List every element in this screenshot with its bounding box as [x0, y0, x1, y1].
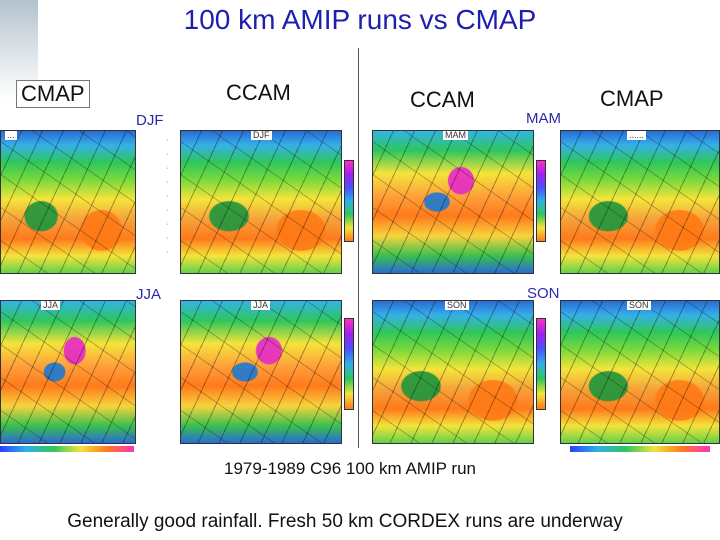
- plot-tag: MAM: [443, 130, 468, 140]
- coastline-overlay: [561, 301, 719, 443]
- plot-tag: JJA: [41, 300, 61, 310]
- plot-tag: SON: [445, 300, 469, 310]
- map-ccam-jja: JJA: [180, 300, 342, 444]
- plot-tag: ...: [5, 130, 17, 140]
- colorbar-horizontal: [570, 446, 710, 452]
- season-label-mam: MAM: [526, 110, 561, 127]
- plot-tag: DJF: [251, 130, 272, 140]
- slide-footer: Generally good rainfall. Fresh 50 km COR…: [67, 511, 623, 532]
- y-axis-ticks: · · · · · · · · ·: [166, 137, 169, 256]
- coastline-overlay: [373, 131, 533, 273]
- label-ccam-right: CCAM: [410, 87, 475, 112]
- map-cmap-son: SON: [560, 300, 720, 444]
- plot-tag: JJA: [251, 300, 271, 310]
- colorbar: [344, 318, 354, 410]
- coastline-overlay: [561, 131, 719, 273]
- label-cmap-left: CMAP: [16, 80, 90, 108]
- plot-tag: SON: [627, 300, 651, 310]
- plot-tag: ......: [627, 130, 647, 140]
- map-ccam-son: SON: [372, 300, 534, 444]
- coastline-overlay: [1, 131, 135, 273]
- column-divider: [358, 48, 359, 448]
- label-ccam-left: CCAM: [226, 80, 291, 105]
- slide-title: 100 km AMIP runs vs CMAP: [183, 4, 537, 35]
- map-ccam-djf: DJF: [180, 130, 342, 274]
- slide-caption: 1979-1989 C96 100 km AMIP run: [223, 459, 476, 478]
- map-cmap-djf: ...: [0, 130, 136, 274]
- coastline-overlay: [181, 301, 341, 443]
- colorbar-horizontal: [0, 446, 134, 452]
- colorbar: [344, 160, 354, 242]
- season-label-jja: JJA: [136, 286, 162, 303]
- coastline-overlay: [1, 301, 135, 443]
- map-cmap-mam: ......: [560, 130, 720, 274]
- season-label-djf: DJF: [136, 112, 164, 129]
- coastline-overlay: [373, 301, 533, 443]
- colorbar: [536, 160, 546, 242]
- season-label-son: SON: [527, 285, 560, 302]
- map-ccam-mam: MAM: [372, 130, 534, 274]
- map-cmap-jja: JJA: [0, 300, 136, 444]
- label-cmap-right: CMAP: [600, 86, 664, 111]
- coastline-overlay: [181, 131, 341, 273]
- colorbar: [536, 318, 546, 410]
